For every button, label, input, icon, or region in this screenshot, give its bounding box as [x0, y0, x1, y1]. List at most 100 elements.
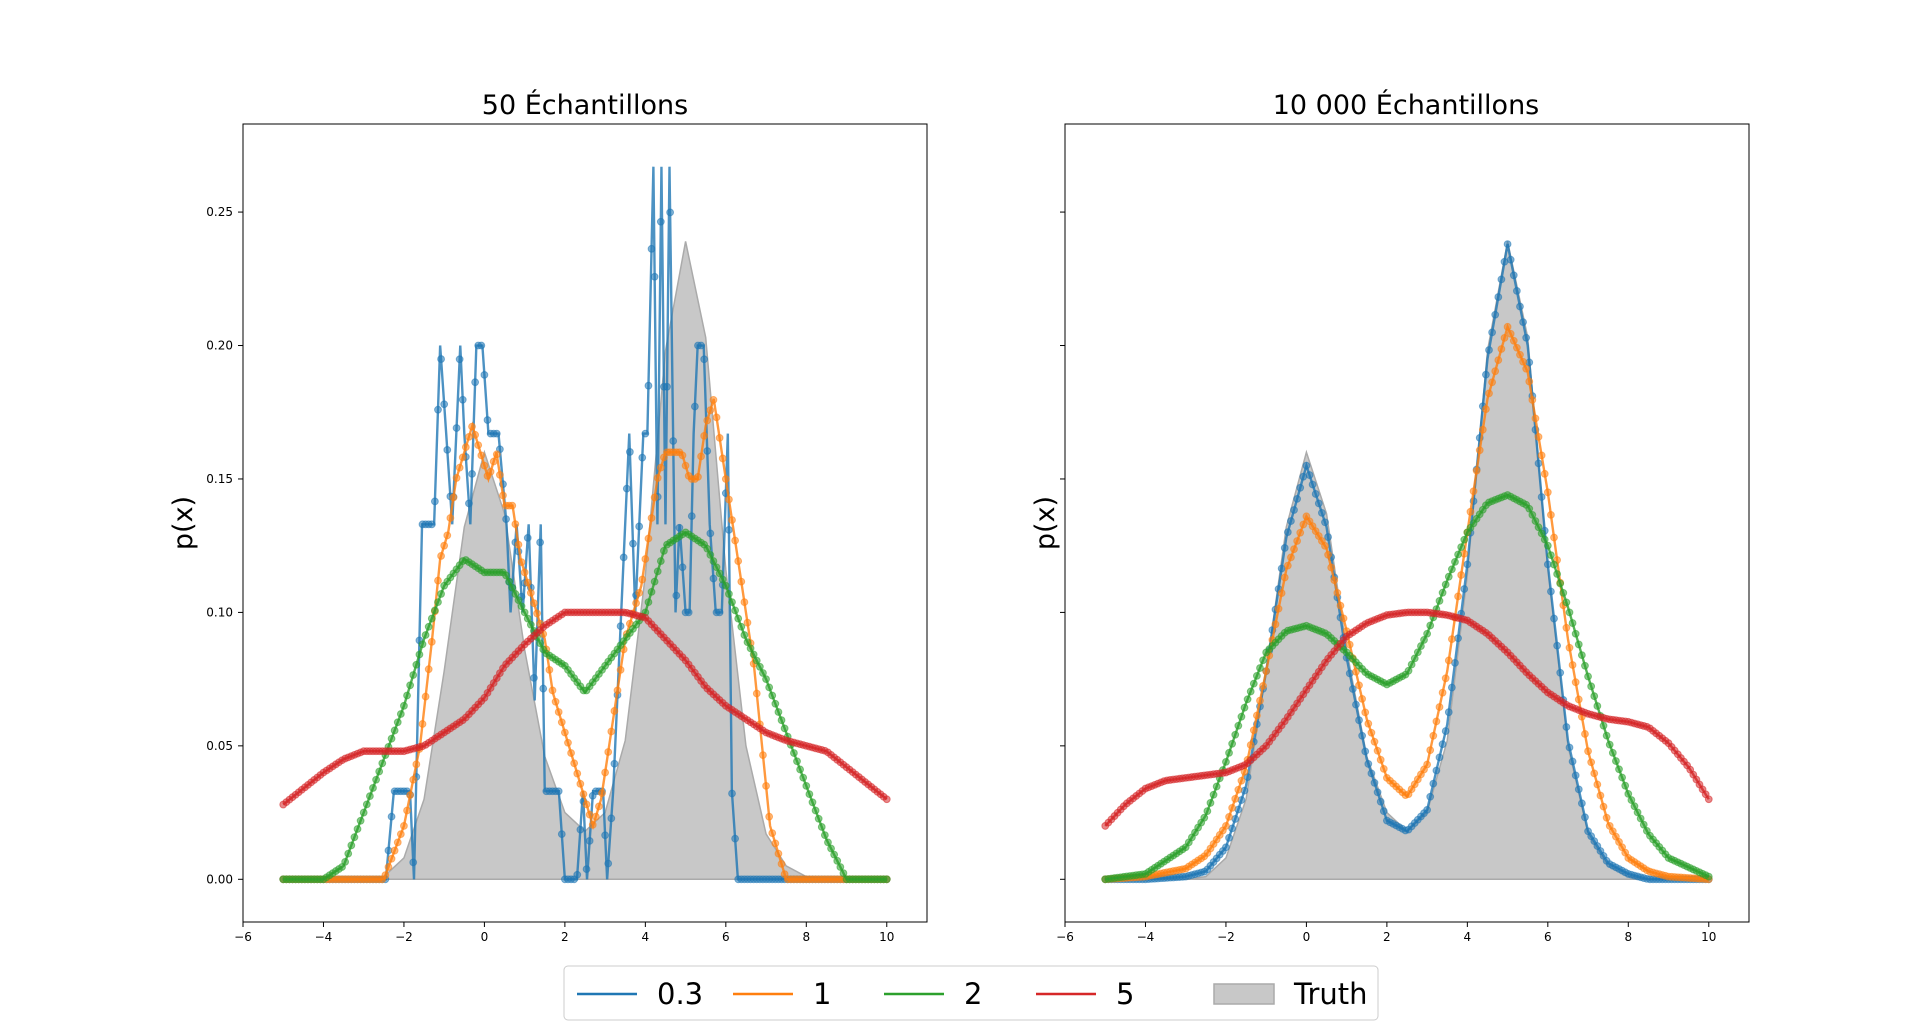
series-point: [449, 493, 458, 502]
series-point: [1237, 712, 1246, 721]
series-point: [511, 520, 520, 529]
series-point: [396, 710, 405, 718]
x-tick-label: 6: [1544, 930, 1552, 944]
series-point: [495, 470, 504, 479]
series-point: [526, 589, 535, 597]
series-point: [1488, 378, 1497, 387]
series-point: [644, 598, 653, 607]
series-point: [1262, 667, 1271, 676]
x-tick-label: 4: [642, 930, 650, 944]
series-point: [1379, 764, 1388, 773]
series-2: [279, 528, 891, 884]
series-point: [455, 355, 464, 364]
series-point: [468, 422, 476, 431]
series-point: [1249, 679, 1258, 688]
series-point: [653, 567, 662, 576]
series-point: [1543, 541, 1552, 550]
series-point: [1317, 508, 1326, 517]
series-point: [1426, 792, 1435, 801]
series-point: [811, 806, 820, 815]
series-point: [1423, 629, 1432, 638]
series-point: [1556, 668, 1565, 677]
series-point: [650, 272, 659, 281]
series-point: [1355, 681, 1363, 690]
series-point: [365, 792, 374, 801]
series-point: [1287, 517, 1295, 525]
series-point: [684, 608, 693, 617]
series-point: [1494, 293, 1503, 301]
series-line: [1105, 243, 1709, 881]
series-1: [1101, 322, 1713, 884]
series-point: [427, 520, 436, 529]
series-point: [1568, 757, 1577, 766]
series-point: [564, 738, 572, 747]
series-point: [737, 577, 746, 586]
series-point: [1203, 807, 1212, 816]
series-point: [1432, 717, 1441, 726]
series-point: [443, 531, 452, 540]
series-point: [477, 451, 486, 460]
legend-label: 0.3: [657, 977, 703, 1011]
series-point: [517, 602, 526, 611]
series-point: [1225, 833, 1233, 842]
series-point: [817, 823, 826, 831]
series-point: [1367, 769, 1376, 778]
series-point: [1509, 271, 1518, 280]
series-point: [502, 515, 510, 523]
series-point: [1441, 580, 1450, 589]
series-point: [341, 857, 350, 866]
series-point: [595, 802, 603, 811]
series-point: [1531, 517, 1540, 525]
series-point: [616, 622, 625, 631]
legend-swatch: [1213, 983, 1275, 1005]
series-point: [1584, 672, 1592, 681]
series-point: [406, 681, 415, 690]
y-tick-label: 0.25: [206, 205, 233, 219]
series-point: [1633, 808, 1642, 817]
x-tick-label: 2: [561, 930, 569, 944]
series-point: [1547, 510, 1555, 519]
series-point: [1528, 510, 1537, 519]
series-point: [517, 558, 526, 567]
series-point: [1562, 598, 1571, 607]
series-point: [1311, 490, 1320, 498]
series-point: [1525, 377, 1534, 386]
series-point: [1599, 721, 1608, 730]
legend-frame: [563, 965, 1379, 1021]
series-point: [820, 831, 829, 840]
series-point: [771, 699, 780, 708]
series-point: [1324, 533, 1332, 541]
series-point: [650, 577, 659, 586]
series-point: [1246, 741, 1255, 749]
series-point: [347, 841, 356, 850]
series-point: [1280, 573, 1289, 582]
series-point: [1500, 334, 1509, 342]
series-point: [656, 217, 665, 226]
series-point: [1531, 414, 1540, 423]
series-point: [731, 606, 740, 615]
series-point: [743, 638, 752, 647]
series-point: [1534, 459, 1543, 468]
series-point: [814, 814, 823, 823]
series-point: [1237, 796, 1246, 804]
series-point: [1367, 728, 1376, 737]
series-point: [403, 691, 411, 700]
series-point: [514, 540, 523, 549]
series-point: [607, 814, 616, 823]
series-point: [412, 760, 421, 769]
series-point: [752, 656, 761, 665]
series-point: [1463, 560, 1472, 569]
series-point: [1379, 807, 1388, 816]
series-point: [1231, 794, 1240, 803]
series-point: [437, 355, 445, 363]
series-point: [635, 522, 644, 531]
series-point: [1259, 656, 1267, 665]
x-tick-label: 8: [802, 930, 810, 944]
series-point: [1370, 737, 1379, 746]
series-point: [672, 591, 681, 600]
series-point: [1293, 537, 1302, 545]
series-point: [443, 445, 452, 454]
series-point: [1522, 364, 1531, 373]
series-point: [1200, 813, 1209, 822]
series-point: [1290, 506, 1298, 514]
